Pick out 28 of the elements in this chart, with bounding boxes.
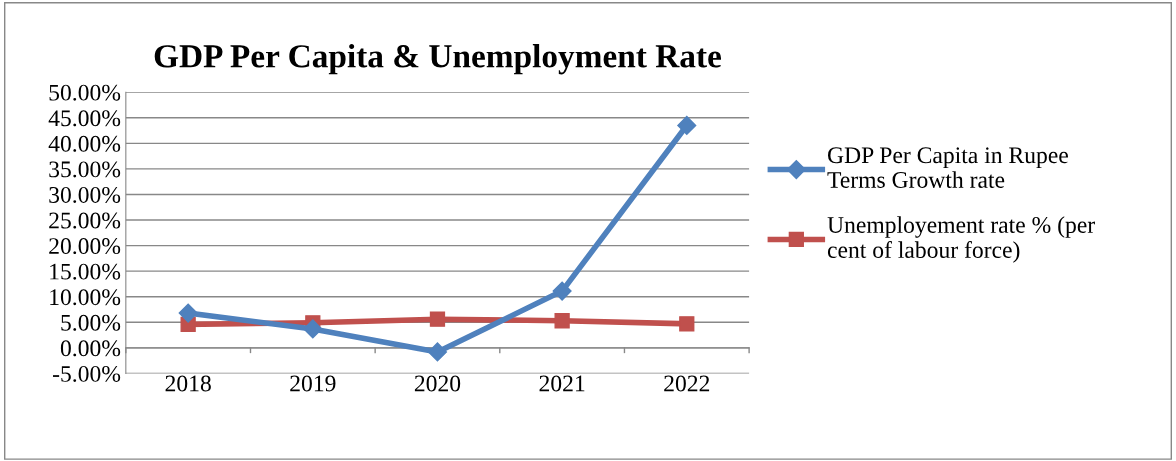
y-tick-label: 50.00% — [49, 84, 121, 101]
x-tick-label: 2018 — [165, 375, 211, 392]
y-tick-label: 25.00% — [49, 212, 121, 229]
y-tick-label: 10.00% — [50, 289, 121, 306]
point — [303, 319, 323, 339]
y-tick-label: 40.00% — [48, 135, 121, 152]
y-tick-label: 45.00% — [48, 110, 121, 127]
y-tick-label: 20.00% — [49, 238, 121, 255]
x-tick-label: 2020 — [414, 375, 461, 392]
y-tick-label: 35.00% — [49, 161, 121, 178]
x-tick-label: 2021 — [539, 375, 585, 392]
chart-title: GDP Per Capita & Unemployment Rate — [154, 44, 721, 75]
point — [429, 311, 446, 327]
legend-label: GDP Per Capita in Rupee Terms Growth rate — [827, 147, 1068, 188]
legend-label: Unemployement rate % (per cent of labour force) — [827, 216, 1095, 263]
point — [679, 316, 695, 332]
point — [427, 342, 448, 362]
y-tick-label: 0.00% — [60, 340, 121, 357]
y-tick-label: 30.00% — [49, 186, 121, 203]
point — [554, 313, 570, 329]
point — [677, 115, 697, 135]
y-tick-label: -5.00% — [53, 365, 121, 382]
y-tick-label: 15.00% — [50, 263, 121, 280]
x-tick-label: 2019 — [290, 375, 336, 392]
point — [178, 303, 198, 323]
point — [552, 281, 572, 301]
y-tick-label: 5.00% — [61, 314, 121, 331]
x-tick-label: 2022 — [664, 375, 710, 392]
